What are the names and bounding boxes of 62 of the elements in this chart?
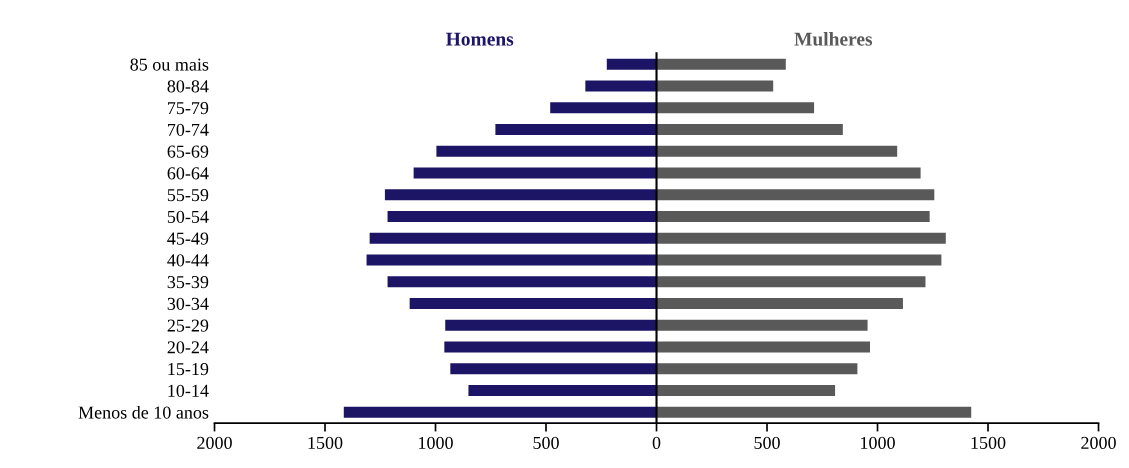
bar xyxy=(445,319,657,331)
y-tick-label: 60-64 xyxy=(167,167,209,180)
bar xyxy=(369,232,657,244)
x-tick-label: 0 xyxy=(652,436,661,449)
bar xyxy=(366,254,657,266)
bar xyxy=(656,102,815,114)
x-tick-label: 1500 xyxy=(308,436,343,449)
bar xyxy=(656,211,930,222)
x-tick-label: 1000 xyxy=(861,436,895,449)
bar xyxy=(495,124,657,135)
bar xyxy=(343,406,657,418)
text: Homens xyxy=(446,32,514,46)
bar xyxy=(413,167,657,179)
bar xyxy=(606,58,657,70)
bar xyxy=(387,276,657,288)
bar xyxy=(656,276,926,288)
bar xyxy=(656,385,836,396)
bar xyxy=(444,341,657,353)
x-tick-label: 500 xyxy=(754,436,780,449)
bar xyxy=(656,298,903,309)
y-tick-label: 25-29 xyxy=(167,319,209,332)
y-tick-label: 80-84 xyxy=(167,80,209,93)
bar xyxy=(656,341,870,353)
bar xyxy=(387,211,657,222)
bar xyxy=(656,254,942,266)
bar xyxy=(384,189,657,201)
bar xyxy=(656,319,868,331)
bar xyxy=(656,167,921,179)
y-tick-label: 50-54 xyxy=(167,210,209,223)
bar xyxy=(409,298,657,309)
y-tick-label: 35-39 xyxy=(167,276,209,289)
bar xyxy=(656,406,972,418)
bar xyxy=(656,232,946,244)
bar xyxy=(550,102,657,114)
y-tick-label: 70-74 xyxy=(168,123,209,136)
x-tick-label: 1500 xyxy=(971,436,1006,449)
y-tick-label: 20-24 xyxy=(167,341,209,354)
y-tick-label: 65-69 xyxy=(167,145,209,158)
y-tick-label: 15-19 xyxy=(168,363,209,376)
bar xyxy=(450,363,657,375)
bar xyxy=(656,189,935,201)
y-tick-label: 85 ou mais xyxy=(130,58,209,71)
bar xyxy=(468,385,657,396)
x-tick-label: 1000 xyxy=(419,436,453,449)
bar xyxy=(656,363,858,375)
y-tick-label: 55-59 xyxy=(167,189,209,202)
y-tick-label: 40-44 xyxy=(167,254,209,267)
y-tick-label: 10-14 xyxy=(168,384,209,397)
y-tick-label: 75-79 xyxy=(168,102,209,115)
y-tick-label: Menos de 10 anos xyxy=(78,405,209,419)
bar xyxy=(585,80,657,92)
bar xyxy=(656,124,843,135)
bar xyxy=(656,145,898,157)
x-tick-label: 500 xyxy=(533,436,559,449)
x-tick-label: 2000 xyxy=(197,436,232,449)
bar xyxy=(656,80,774,92)
x-tick-label: 2000 xyxy=(1081,436,1116,449)
bar xyxy=(436,145,657,157)
y-tick-label: 30-34 xyxy=(167,297,209,310)
series-label: Mulheres xyxy=(794,32,873,46)
y-tick-label: 45-49 xyxy=(167,232,209,245)
bar xyxy=(656,58,786,70)
